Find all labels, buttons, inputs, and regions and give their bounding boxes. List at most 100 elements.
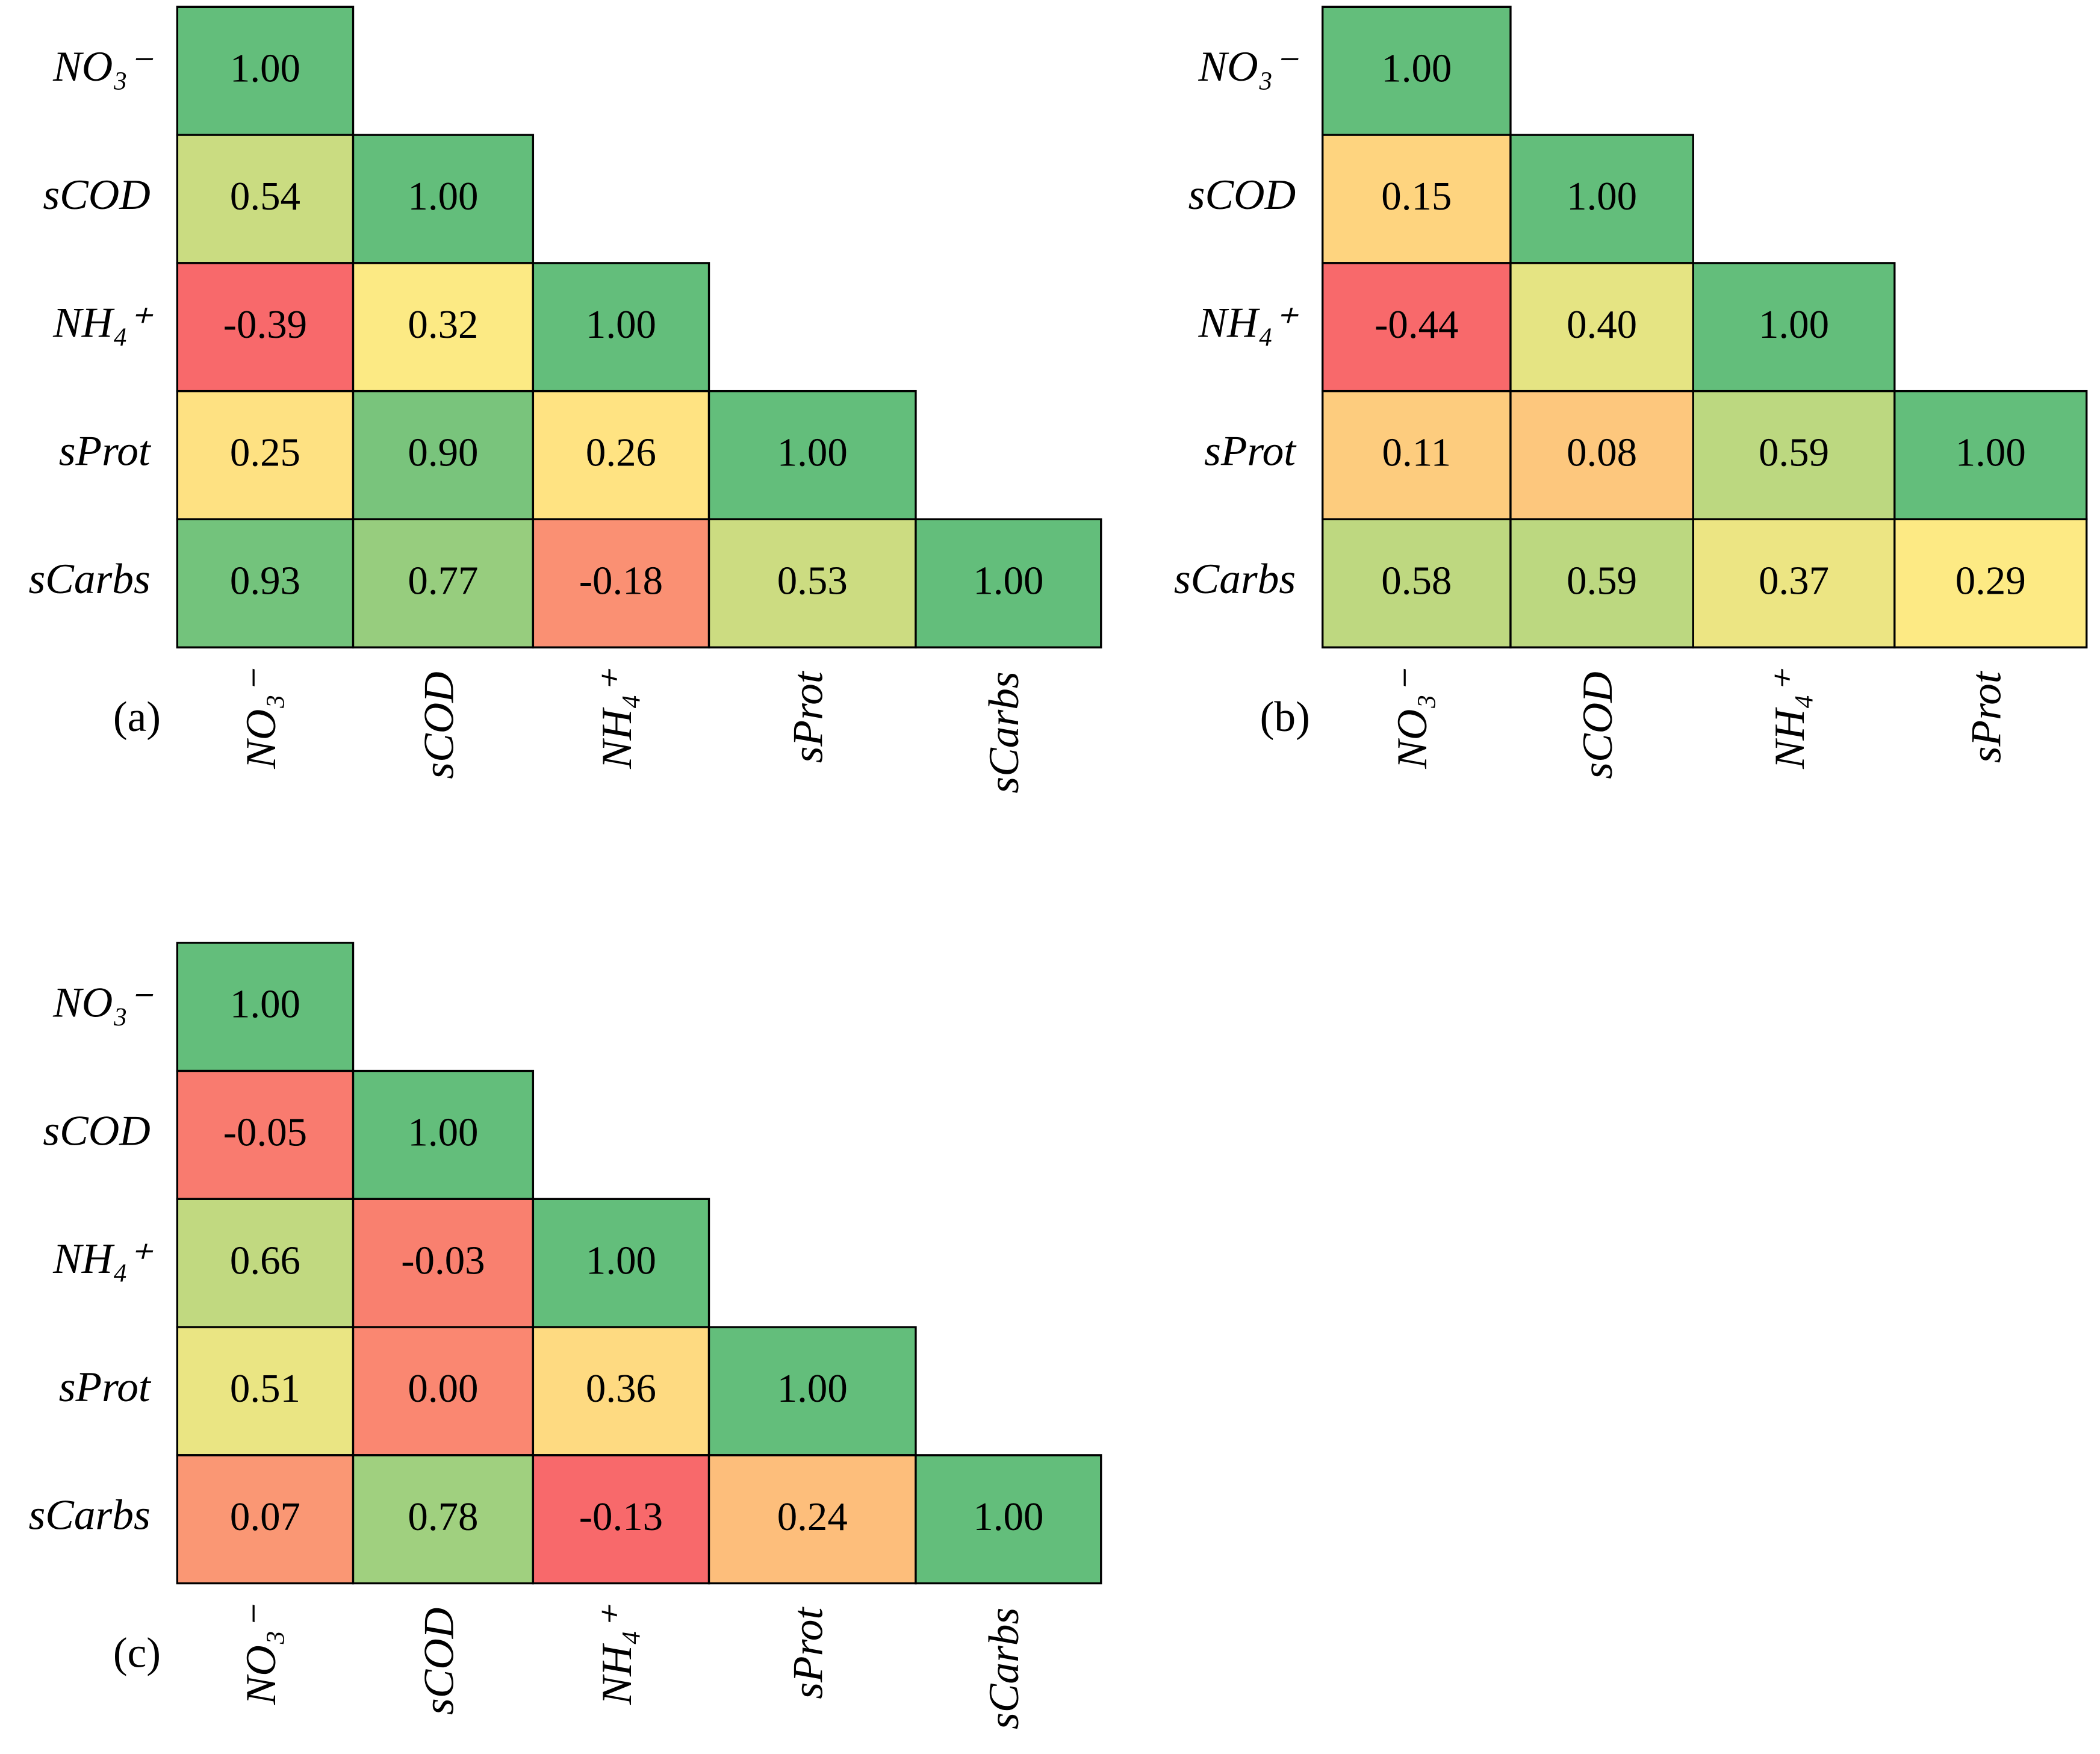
cell-label: 0.25: [230, 431, 300, 475]
row-label: NH₄⁺: [1198, 299, 1299, 347]
panel-label: (c): [113, 1629, 161, 1677]
heatmap-cell: [352, 262, 535, 393]
heatmap-cell: [532, 1326, 710, 1457]
row-label: sProt: [1204, 427, 1297, 474]
heatmap-cell: [352, 1326, 535, 1457]
cell-label: -0.44: [1375, 302, 1458, 347]
column-label: sProt: [1963, 670, 2010, 763]
heatmap-cell: [532, 262, 710, 393]
heatmap-cell: [176, 1326, 355, 1457]
heatmap-cell: [1322, 390, 1512, 521]
cell-label: 0.00: [408, 1366, 478, 1411]
row-label: NH₄⁺: [52, 299, 154, 347]
column-label: NH₄⁺: [593, 668, 641, 770]
heatmap-cell: [176, 5, 355, 136]
cell-label: -0.39: [223, 302, 307, 347]
heatmap-cell: [1322, 262, 1512, 393]
cell-label: 0.40: [1567, 302, 1637, 347]
cell-label: 0.51: [230, 1366, 300, 1411]
cell-label: 1.00: [777, 431, 848, 475]
heatmap-cell: [176, 134, 355, 264]
cell-label: 0.11: [1382, 431, 1452, 475]
heatmap-cell: [176, 942, 355, 1072]
column-label: sCOD: [415, 1608, 462, 1715]
heatmap-cell: [707, 518, 917, 648]
cell-label: 0.59: [1567, 558, 1637, 603]
cell-label: -0.18: [579, 558, 663, 603]
cell-label: 1.00: [973, 1494, 1043, 1539]
cell-label: 0.77: [408, 558, 478, 603]
column-label: NO₃⁻: [1388, 668, 1436, 770]
column-label: sProt: [784, 1606, 832, 1699]
cell-label: -0.03: [401, 1238, 485, 1283]
heatmap-cell: [532, 518, 710, 648]
cell-label: 0.58: [1381, 558, 1452, 603]
heatmap-cell: [1893, 518, 2088, 648]
column-label: sCOD: [1574, 671, 1621, 779]
heatmap-cell: [532, 1198, 710, 1328]
row-label: sCOD: [1188, 171, 1296, 219]
cell-label: -0.13: [579, 1494, 663, 1539]
heatmap-cell: [1509, 390, 1694, 521]
heatmap-cell: [1893, 390, 2088, 521]
cell-label: 1.00: [586, 1238, 656, 1283]
column-label: sProt: [784, 670, 832, 763]
heatmap-cell: [1509, 134, 1694, 264]
column-label: sCarbs: [980, 671, 1028, 793]
column-label: NH₄⁺: [593, 1604, 641, 1705]
cell-label: 1.00: [408, 1110, 478, 1155]
column-label: sCOD: [415, 671, 462, 779]
heatmap-cell: [176, 1069, 355, 1200]
cell-label: 0.53: [777, 558, 848, 603]
heatmap-cell: [707, 1454, 917, 1585]
heatmap-cell: [1509, 262, 1694, 393]
cell-label: 0.32: [408, 302, 478, 347]
heatmap-cell: [176, 262, 355, 393]
row-label: sCOD: [43, 1107, 150, 1154]
cell-label: 0.37: [1759, 558, 1829, 603]
cell-label: 0.24: [777, 1494, 848, 1539]
cell-label: 1.00: [408, 174, 478, 219]
heatmap-cell: [532, 1454, 710, 1585]
column-label: NH₄⁺: [1766, 668, 1813, 770]
heatmap-cell: [707, 1326, 917, 1457]
cell-label: 0.07: [230, 1494, 300, 1539]
cell-label: 1.00: [777, 1366, 848, 1411]
cell-label: 0.15: [1381, 174, 1452, 219]
row-label: sProt: [59, 427, 152, 474]
cell-label: 1.00: [230, 982, 300, 1027]
row-label: NO₃⁻: [52, 979, 154, 1027]
panel-label: (b): [1260, 693, 1310, 741]
cell-label: 0.93: [230, 558, 300, 603]
cell-label: 1.00: [1381, 46, 1452, 90]
heatmap-cell: [1322, 5, 1512, 136]
cell-label: 0.54: [230, 174, 300, 219]
column-label: sCarbs: [980, 1608, 1028, 1729]
heatmap-cell: [176, 1454, 355, 1585]
row-label: sCOD: [43, 171, 150, 219]
row-label: NH₄⁺: [52, 1235, 154, 1283]
cell-label: 0.66: [230, 1238, 300, 1283]
cell-label: 1.00: [586, 302, 656, 347]
heatmap-cell: [352, 518, 535, 648]
cell-label: 1.00: [230, 46, 300, 90]
heatmap-cell: [352, 134, 535, 264]
cell-label: 0.90: [408, 431, 478, 475]
cell-label: 1.00: [1567, 174, 1637, 219]
row-label: sCarbs: [1174, 555, 1296, 603]
row-label: NO₃⁻: [52, 43, 154, 90]
cell-label: 1.00: [1956, 431, 2026, 475]
cell-label: 0.59: [1759, 431, 1829, 475]
cell-label: 1.00: [973, 558, 1043, 603]
column-label: NO₃⁻: [237, 1604, 285, 1705]
cell-label: 0.36: [586, 1366, 656, 1411]
row-label: NO₃⁻: [1198, 43, 1299, 90]
column-label: NO₃⁻: [237, 668, 285, 770]
heatmap-cell: [1692, 262, 1896, 393]
heatmap-cell: [352, 390, 535, 521]
cell-label: 0.29: [1956, 558, 2026, 603]
row-label: sProt: [59, 1363, 152, 1411]
row-label: sCarbs: [28, 555, 150, 603]
